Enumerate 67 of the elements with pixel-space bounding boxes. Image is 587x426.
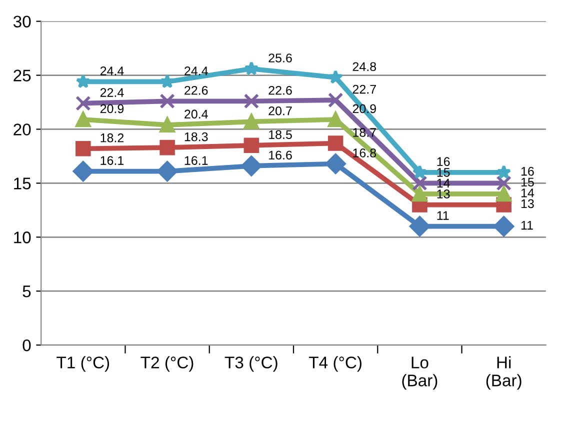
point	[244, 61, 259, 76]
point	[244, 94, 260, 109]
point	[496, 176, 512, 191]
data-label: 15	[521, 178, 534, 187]
data-label: 18.3	[184, 132, 208, 142]
data-label: 22.4	[100, 88, 124, 97]
data-label: 24.8	[352, 62, 376, 72]
x-tick-label: Hi (Bar)	[486, 356, 522, 390]
data-label: 11	[521, 220, 533, 230]
y-tick-label: 25	[14, 70, 31, 82]
point	[409, 216, 430, 237]
data-label: 22.6	[184, 86, 208, 95]
data-label: 13	[437, 190, 450, 198]
data-label: 18.2	[100, 133, 124, 142]
point	[160, 117, 175, 133]
data-label: 22.7	[352, 84, 376, 94]
y-tick-label: 5	[22, 286, 31, 298]
point	[328, 92, 344, 108]
point	[72, 161, 94, 182]
y-tick-label: 20	[14, 124, 31, 136]
data-label: 13	[521, 199, 534, 208]
x-tick-label: T2 (°C)	[140, 356, 194, 372]
point	[328, 136, 344, 151]
data-label: 22.6	[268, 86, 292, 95]
data-label: 16.1	[184, 156, 208, 165]
data-label: 20.4	[184, 110, 208, 119]
data-label: 24.4	[100, 66, 124, 76]
data-label: 11	[437, 211, 449, 220]
point	[244, 114, 260, 130]
point	[160, 140, 175, 156]
point	[76, 74, 90, 88]
data-label: 14	[521, 188, 534, 198]
data-label: 24.4	[184, 66, 208, 76]
point	[241, 156, 262, 176]
x-tick-label: Lo (Bar)	[402, 356, 438, 390]
point	[496, 164, 512, 179]
point	[496, 186, 512, 202]
data-label: 16.6	[269, 150, 292, 160]
y-tick-label: 0	[22, 339, 31, 352]
y-tick-label: 30	[13, 16, 31, 28]
data-label: 20.7	[268, 106, 292, 116]
data-label: 15	[437, 168, 450, 177]
data-label: 16	[521, 166, 534, 176]
y-tick-label: 10	[14, 232, 31, 244]
data-label: 25.6	[268, 54, 292, 62]
point	[325, 154, 346, 174]
point	[412, 176, 428, 191]
data-label: 20.9	[100, 104, 124, 114]
point	[412, 186, 428, 202]
point	[328, 70, 343, 84]
point	[160, 94, 175, 109]
data-label: 18.5	[269, 130, 292, 140]
point	[76, 112, 91, 128]
point	[76, 141, 91, 156]
data-label: 16	[437, 157, 450, 166]
x-tick-label: T3 (°C)	[224, 356, 278, 372]
point	[157, 161, 178, 182]
data-label: 16.1	[100, 156, 124, 165]
x-tick-label: T1 (°C)	[56, 356, 110, 372]
point	[160, 74, 175, 88]
point	[328, 112, 344, 128]
x-tick-label: T4 (°C)	[309, 356, 362, 372]
y-tick-label: 15	[14, 178, 31, 190]
point	[76, 96, 91, 111]
point	[412, 164, 428, 179]
point	[244, 138, 260, 154]
point	[494, 216, 514, 237]
